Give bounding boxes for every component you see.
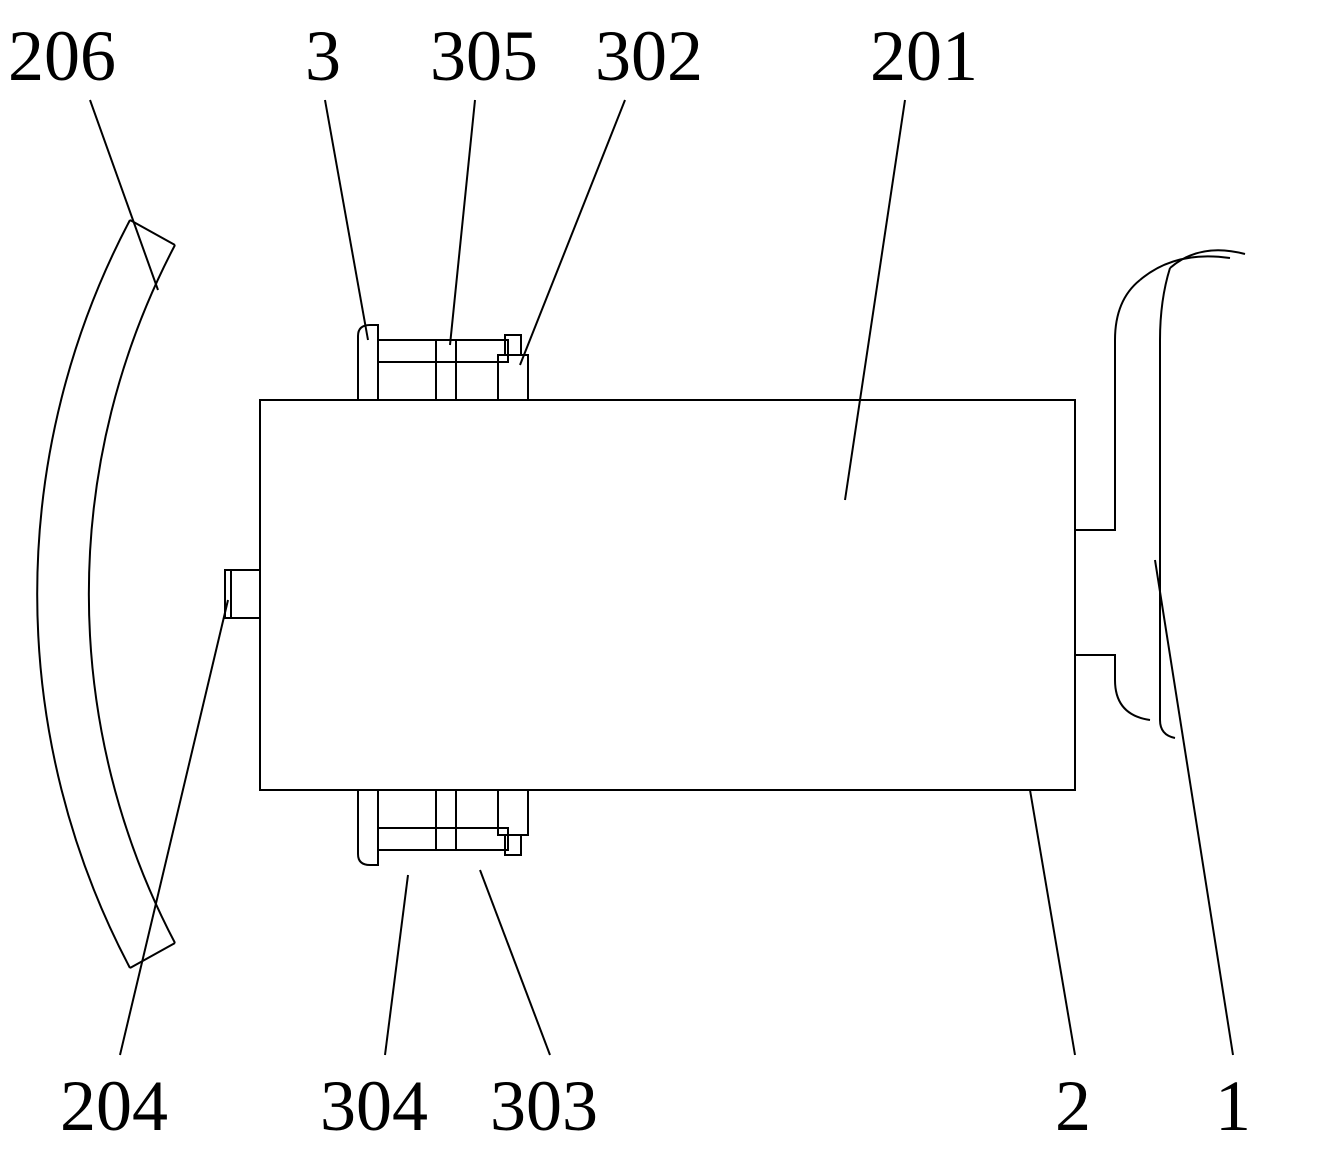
leader-3 (325, 100, 368, 340)
leader-303 (480, 870, 550, 1055)
right-bracket-tail-2 (1170, 250, 1245, 268)
label-305: 305 (430, 16, 538, 96)
right-bracket-tail-1 (1140, 256, 1230, 280)
label-204: 204 (60, 1066, 168, 1146)
fixture-top-midpost (436, 340, 456, 400)
leader-2 (1030, 790, 1075, 1055)
fixture-bottom-midpost (436, 790, 456, 850)
label-303: 303 (490, 1066, 598, 1146)
leader-204 (120, 600, 228, 1055)
label-206: 206 (8, 16, 116, 96)
label-302: 302 (595, 16, 703, 96)
fixture-top-crossbar (378, 340, 508, 362)
label-1: 1 (1215, 1066, 1251, 1146)
label-3: 3 (305, 16, 341, 96)
leader-206 (90, 100, 158, 290)
leader-304 (385, 875, 408, 1055)
arc-blade-inner (89, 245, 175, 943)
fixture-bottom-hook (358, 790, 378, 865)
leader-302 (520, 100, 625, 365)
label-304: 304 (320, 1066, 428, 1146)
leader-1 (1155, 560, 1233, 1055)
leader-201 (845, 100, 905, 500)
label-201: 201 (870, 16, 978, 96)
leader-305 (450, 100, 475, 345)
main-body-box (260, 400, 1075, 790)
label-2: 2 (1055, 1066, 1091, 1146)
right-bracket-inner (1075, 280, 1150, 720)
arc-blade-outer (37, 220, 130, 968)
fixture-bottom-crossbar (378, 828, 508, 850)
